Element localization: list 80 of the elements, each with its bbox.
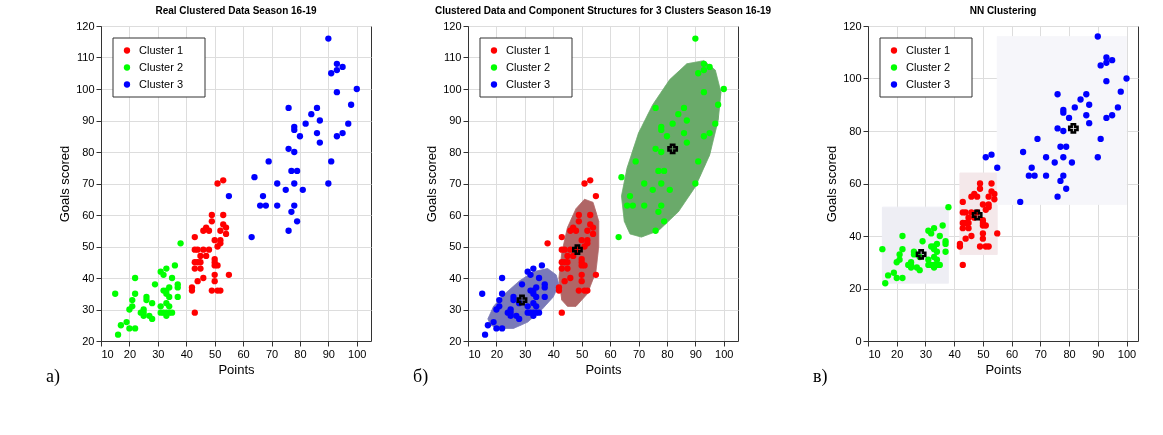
x-tick-label: 90	[689, 347, 702, 360]
x-tick-label: 10	[868, 347, 881, 360]
y-tick-label: 90	[82, 114, 95, 126]
legend-label: Cluster 3	[139, 77, 184, 90]
x-tick-label: 70	[632, 347, 646, 360]
x-tick-label: 10	[101, 347, 114, 360]
legend-label: Cluster 1	[906, 43, 951, 56]
x-tick-label: 20	[891, 347, 904, 360]
y-tick-label: 60	[849, 177, 862, 189]
y-tick-label: 110	[76, 51, 95, 63]
x-tick-label: 60	[1005, 347, 1019, 360]
legend-label: Cluster 1	[506, 43, 551, 56]
y-tick-label: 80	[849, 124, 862, 137]
x-tick-label: 40	[180, 347, 193, 360]
y-tick-label: 40	[449, 271, 462, 284]
x-tick-label: 70	[1034, 347, 1047, 360]
x-tick-label: 50	[977, 347, 990, 360]
y-tick-label: 20	[82, 334, 95, 347]
x-tick-label: 30	[519, 347, 532, 360]
text: в)	[813, 366, 828, 387]
y-tick-label: 100	[76, 82, 95, 95]
x-tick-label: 30	[152, 347, 165, 360]
x-tick-label: 20	[490, 347, 504, 360]
y-tick-label: 120	[443, 19, 462, 32]
y-tick-label: 40	[849, 229, 862, 242]
y-tick-label: 40	[82, 271, 95, 284]
y-tick-label: 100	[443, 82, 462, 95]
x-tick-label: 50	[209, 347, 222, 360]
y-tick-label: 120	[76, 19, 95, 32]
y-tick-label: 50	[449, 240, 462, 252]
y-tick-label: 70	[449, 177, 462, 189]
y-tick-label: 30	[449, 303, 462, 315]
x-tick-label: 60	[604, 347, 617, 360]
y-tick-label: 80	[449, 145, 462, 158]
y-axis-title: Goals scored	[424, 145, 440, 223]
chart-title: Real Clustered Data Season 16-19	[155, 5, 318, 16]
legend-label: Cluster 2	[139, 60, 184, 73]
legend-label: Cluster 2	[506, 60, 551, 73]
x-tick-label: 30	[919, 347, 933, 360]
y-axis-title: Goals scored	[57, 145, 73, 223]
x-tick-label: 80	[294, 347, 307, 360]
x-tick-label: 100	[348, 347, 367, 360]
x-tick-label: 70	[265, 347, 279, 360]
chart-title: NN Clustering	[969, 5, 1037, 16]
text: а)	[46, 366, 60, 387]
x-axis-title: Points	[585, 361, 623, 377]
x-axis-title: Points	[218, 361, 256, 377]
y-tick-label: 30	[82, 303, 95, 315]
y-tick-label: 20	[849, 282, 862, 294]
x-tick-label: 80	[1063, 347, 1076, 360]
legend-label: Cluster 1	[139, 43, 184, 56]
x-tick-label: 60	[237, 347, 250, 360]
y-tick-label: 60	[82, 208, 95, 221]
x-tick-label: 90	[1092, 347, 1105, 360]
legend-label: Cluster 3	[906, 77, 951, 90]
y-tick-label: 110	[443, 51, 462, 63]
y-tick-label: 20	[449, 334, 462, 347]
x-tick-label: 100	[1117, 347, 1137, 360]
x-tick-label: 20	[123, 347, 137, 360]
y-tick-label: 70	[82, 177, 95, 189]
y-tick-label: 120	[843, 19, 862, 32]
y-tick-label: 90	[449, 114, 462, 126]
x-axis-title: Points	[985, 361, 1023, 377]
y-tick-label: 80	[82, 145, 95, 158]
x-tick-label: 80	[661, 347, 674, 360]
x-tick-label: 10	[468, 347, 481, 360]
y-tick-label: 50	[82, 240, 95, 252]
y-tick-label: 0	[855, 334, 862, 347]
y-tick-label: 100	[843, 72, 862, 84]
chart-title: Clustered Data and Component Structures for 3 Clusters Season 16-19	[434, 5, 772, 16]
legend-label: Cluster 2	[906, 60, 951, 73]
y-axis-title: Goals scored	[824, 145, 840, 223]
x-tick-label: 40	[547, 347, 560, 360]
legend-label: Cluster 3	[506, 77, 551, 90]
x-tick-label: 100	[715, 347, 734, 360]
x-tick-label: 90	[322, 347, 335, 360]
text: б)	[413, 366, 429, 387]
y-tick-label: 60	[449, 208, 462, 221]
x-tick-label: 50	[576, 347, 589, 360]
x-tick-label: 40	[948, 347, 961, 360]
